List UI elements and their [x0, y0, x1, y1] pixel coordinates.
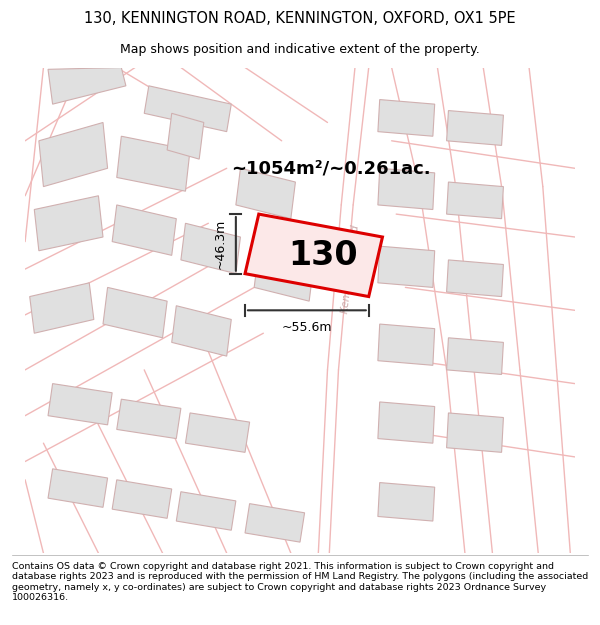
Polygon shape	[378, 246, 434, 288]
Polygon shape	[112, 205, 176, 256]
Polygon shape	[378, 482, 434, 521]
Text: Map shows position and indicative extent of the property.: Map shows position and indicative extent…	[120, 44, 480, 56]
Polygon shape	[172, 306, 231, 356]
Text: Kennington Road: Kennington Road	[340, 224, 361, 314]
Polygon shape	[245, 504, 305, 542]
Polygon shape	[446, 111, 503, 146]
Polygon shape	[378, 99, 434, 136]
Polygon shape	[378, 402, 434, 443]
Polygon shape	[446, 182, 503, 219]
Polygon shape	[117, 136, 190, 191]
Polygon shape	[29, 283, 94, 333]
Text: ~55.6m: ~55.6m	[281, 321, 332, 334]
Text: ~46.3m: ~46.3m	[214, 219, 227, 269]
Polygon shape	[446, 338, 503, 374]
Text: Contains OS data © Crown copyright and database right 2021. This information is : Contains OS data © Crown copyright and d…	[12, 562, 588, 602]
Polygon shape	[181, 223, 241, 274]
Polygon shape	[167, 113, 204, 159]
Polygon shape	[34, 196, 103, 251]
Text: 130: 130	[288, 239, 358, 272]
Polygon shape	[176, 492, 236, 530]
Polygon shape	[117, 399, 181, 439]
Polygon shape	[39, 122, 107, 187]
Polygon shape	[245, 214, 382, 297]
Polygon shape	[446, 260, 503, 297]
Text: 130, KENNINGTON ROAD, KENNINGTON, OXFORD, OX1 5PE: 130, KENNINGTON ROAD, KENNINGTON, OXFORD…	[84, 11, 516, 26]
Text: ~1054m²/~0.261ac.: ~1054m²/~0.261ac.	[231, 159, 431, 177]
Polygon shape	[236, 168, 295, 219]
Polygon shape	[144, 86, 231, 132]
Polygon shape	[185, 413, 250, 452]
Polygon shape	[112, 480, 172, 518]
Polygon shape	[48, 384, 112, 425]
Polygon shape	[48, 68, 126, 104]
Polygon shape	[378, 168, 434, 209]
Polygon shape	[446, 413, 503, 452]
Polygon shape	[48, 469, 107, 508]
Polygon shape	[254, 251, 314, 301]
Polygon shape	[378, 324, 434, 365]
Polygon shape	[103, 288, 167, 338]
